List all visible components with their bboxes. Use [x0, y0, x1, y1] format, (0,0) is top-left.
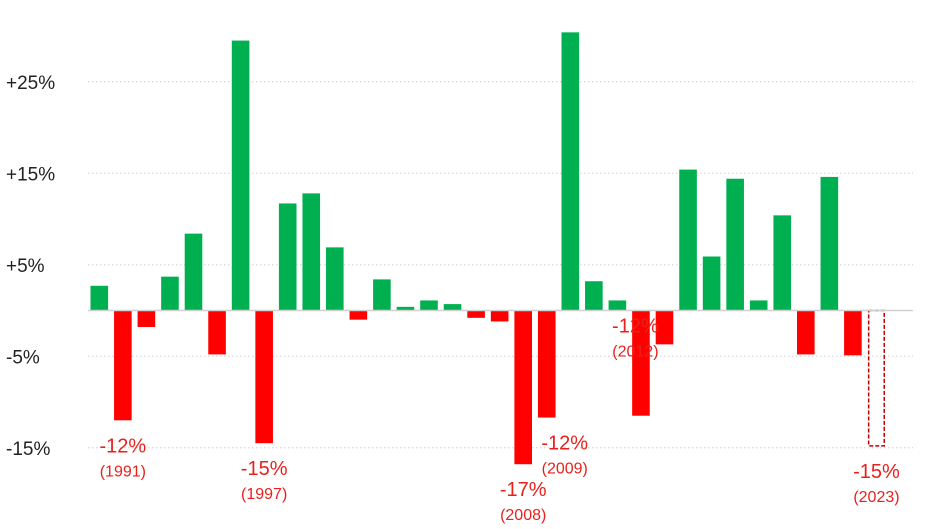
bar-2011 — [585, 281, 603, 311]
y-tick-label: -5% — [6, 347, 40, 368]
bar-2000 — [326, 247, 344, 311]
bar-2020 — [797, 310, 815, 355]
y-axis-ticks: +25%+15%+5%-5%-15%-25% — [6, 73, 55, 460]
annotation-value: -12% — [541, 433, 588, 455]
bar-2002 — [373, 279, 391, 311]
bar-2006 — [467, 310, 485, 318]
bar-2004 — [420, 300, 438, 311]
annotation-year: (1997) — [241, 486, 287, 503]
bar-1993 — [161, 276, 179, 311]
annotation-value: -12% — [99, 435, 146, 457]
bar-2001 — [349, 310, 368, 320]
bar-1996 — [231, 40, 250, 311]
bar-1998 — [278, 203, 297, 311]
bar-2015 — [679, 169, 697, 311]
bar-1999 — [302, 193, 321, 311]
annotation-year: (2009) — [542, 461, 588, 478]
bar-2008 — [514, 310, 532, 465]
y-tick-label: +5% — [6, 256, 45, 277]
bar-1997 — [255, 310, 273, 444]
annotation-year: (2008) — [500, 507, 546, 524]
bar-2022 — [844, 310, 862, 356]
bar-2021 — [820, 176, 839, 311]
bar-2009 — [537, 310, 556, 418]
annotation-year: (2023) — [853, 489, 899, 506]
bar-2012 — [608, 300, 627, 311]
bar-1994 — [184, 233, 203, 311]
bar-2013 — [632, 310, 650, 416]
annotation-year: (2012) — [612, 343, 658, 360]
bar-2014 — [655, 310, 674, 345]
annotation-value: -15% — [853, 461, 900, 483]
bar-2017 — [726, 178, 744, 311]
bar-1990 — [90, 285, 109, 311]
annotation-year: (1991) — [100, 463, 146, 480]
bar-2007 — [490, 310, 509, 322]
bar-2003 — [396, 306, 415, 311]
y-tick-label: -15% — [6, 439, 50, 460]
annotation-value: -17% — [500, 479, 547, 501]
annotations: -12% (1991) -15% (1997) -17% (2008) -12% (2009)… — [99, 315, 900, 524]
bar-2016 — [702, 256, 721, 311]
bar-2019 — [773, 215, 792, 311]
bar-1992 — [137, 310, 156, 327]
bar-2018 — [749, 300, 768, 311]
gridlines — [88, 81, 913, 449]
bar-2023 — [867, 309, 886, 447]
bar-1995 — [208, 310, 226, 355]
annotation-value: -12% — [612, 315, 659, 337]
bar-2010 — [561, 32, 580, 311]
annotation-value: -15% — [241, 458, 288, 480]
bar-1991 — [114, 310, 132, 421]
bar-2005 — [443, 304, 462, 311]
y-tick-label: +15% — [6, 164, 55, 185]
y-tick-label: +25% — [6, 73, 55, 94]
bars — [90, 32, 886, 465]
